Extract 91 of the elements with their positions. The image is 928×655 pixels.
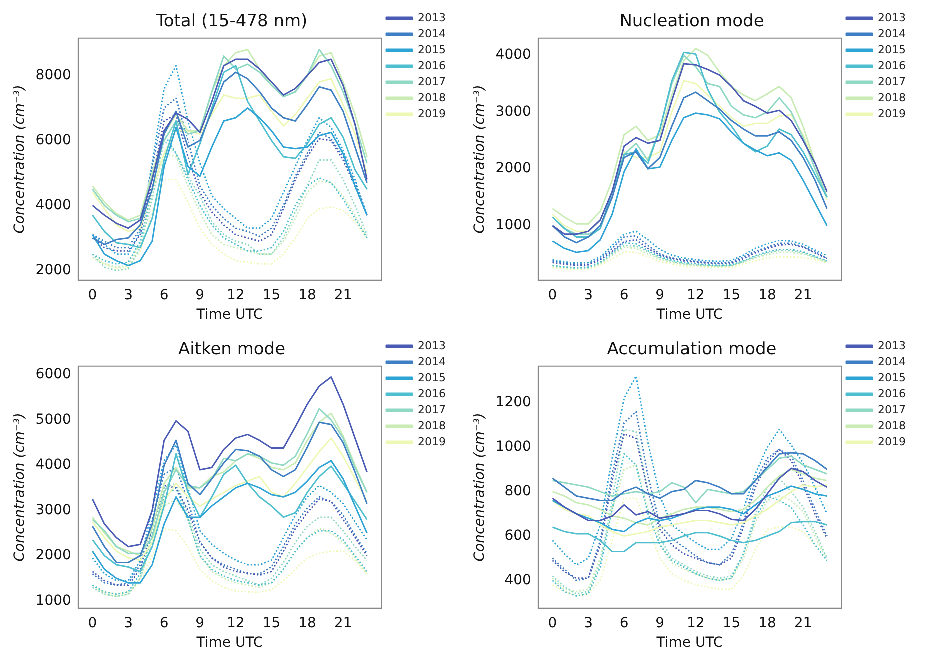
- legend-label: 2015: [878, 43, 906, 56]
- legend-label: 2014: [878, 355, 906, 368]
- x-tick-label: 9: [196, 287, 205, 304]
- legend-label: 2017: [878, 75, 906, 88]
- x-tick-label: 3: [124, 287, 134, 304]
- x-tick-label: 3: [124, 615, 134, 632]
- x-tick-label: 9: [656, 615, 665, 632]
- x-tick-label: 0: [548, 287, 558, 304]
- x-tick-label: 0: [548, 615, 558, 632]
- x-tick-label: 15: [262, 615, 281, 632]
- x-tick-label: 9: [196, 615, 205, 632]
- chart-title: Aitken mode: [178, 340, 286, 360]
- y-tick-label: 4000: [36, 457, 72, 474]
- x-tick-label: 21: [334, 287, 352, 304]
- y-tick-label: 1000: [36, 592, 72, 609]
- x-tick-label: 6: [620, 615, 629, 632]
- legend-label: 2014: [418, 355, 446, 368]
- y-tick-label: 4000: [496, 47, 532, 64]
- legend-label: 2016: [418, 59, 446, 72]
- y-tick-label: 1000: [496, 439, 532, 456]
- y-tick-label: 4000: [36, 197, 72, 214]
- y-tick-label: 600: [504, 528, 532, 544]
- y-axis-title: Concentration (cm⁻³): [472, 85, 488, 234]
- y-tick-label: 2000: [36, 548, 72, 564]
- x-tick-label: 0: [88, 287, 98, 304]
- y-tick-label: 2000: [36, 262, 72, 278]
- x-axis-title: Time UTC: [656, 635, 724, 652]
- legend-label: 2018: [418, 419, 446, 432]
- y-tick-label: 6000: [36, 132, 72, 148]
- legend-label: 2018: [878, 91, 906, 104]
- legend-label: 2015: [418, 43, 446, 56]
- y-tick-label: 3000: [36, 502, 72, 518]
- legend-label: 2017: [418, 403, 446, 416]
- x-tick-label: 0: [88, 615, 98, 632]
- x-tick-label: 18: [298, 615, 316, 632]
- x-tick-label: 9: [656, 287, 665, 304]
- y-tick-label: 400: [504, 572, 532, 588]
- y-axis-title: Concentration (cm⁻³): [472, 413, 488, 562]
- x-tick-label: 15: [722, 615, 741, 632]
- legend-label: 2016: [878, 387, 906, 400]
- x-tick-label: 15: [262, 287, 281, 304]
- x-tick-label: 3: [584, 287, 594, 304]
- y-tick-label: 800: [504, 483, 532, 500]
- legend-label: 2013: [878, 339, 906, 352]
- x-tick-label: 21: [334, 615, 352, 632]
- y-tick-label: 5000: [36, 412, 72, 428]
- chart-title: Accumulation mode: [607, 340, 777, 360]
- y-tick-label: 8000: [36, 67, 72, 84]
- legend-label: 2014: [418, 27, 446, 40]
- y-tick-label: 2000: [496, 160, 532, 177]
- x-tick-label: 6: [160, 287, 169, 304]
- x-tick-label: 15: [722, 287, 741, 304]
- x-tick-label: 18: [758, 615, 776, 632]
- legend-label: 2015: [418, 371, 446, 384]
- y-tick-label: 3000: [496, 104, 532, 120]
- legend-label: 2016: [418, 387, 446, 400]
- x-tick-label: 3: [584, 615, 594, 632]
- x-tick-label: 6: [160, 615, 169, 632]
- legend-label: 2016: [878, 59, 906, 72]
- legend-label: 2013: [878, 11, 906, 24]
- x-tick-label: 21: [794, 287, 812, 304]
- y-tick-label: 1000: [496, 218, 532, 234]
- x-tick-label: 21: [794, 615, 812, 632]
- legend-label: 2019: [418, 435, 446, 448]
- x-tick-label: 6: [620, 287, 629, 304]
- legend-label: 2014: [878, 27, 906, 40]
- x-tick-label: 18: [298, 287, 316, 304]
- x-tick-label: 12: [687, 615, 705, 632]
- chart-title: Total (15-478 nm): [155, 12, 308, 32]
- legend-label: 2019: [878, 107, 906, 120]
- legend-label: 2015: [878, 371, 906, 384]
- x-axis-title: Time UTC: [196, 635, 264, 652]
- legend-label: 2017: [878, 403, 906, 416]
- chart-title: Nucleation mode: [620, 12, 764, 32]
- legend-label: 2018: [878, 419, 906, 432]
- x-axis-title: Time UTC: [656, 307, 724, 324]
- y-axis-title: Concentration (cm⁻³): [12, 413, 28, 562]
- y-tick-label: 1200: [496, 394, 532, 411]
- legend-label: 2019: [418, 107, 446, 120]
- x-tick-label: 18: [758, 287, 776, 304]
- legend-label: 2019: [878, 435, 906, 448]
- legend-label: 2017: [418, 75, 446, 88]
- legend-label: 2013: [418, 339, 446, 352]
- legend-label: 2013: [418, 11, 446, 24]
- y-tick-label: 6000: [36, 366, 72, 383]
- y-axis-title: Concentration (cm⁻³): [12, 85, 28, 234]
- x-axis-title: Time UTC: [196, 307, 264, 324]
- legend-label: 2018: [418, 91, 446, 104]
- x-tick-label: 12: [227, 615, 245, 632]
- x-tick-label: 12: [687, 287, 705, 304]
- x-tick-label: 12: [227, 287, 245, 304]
